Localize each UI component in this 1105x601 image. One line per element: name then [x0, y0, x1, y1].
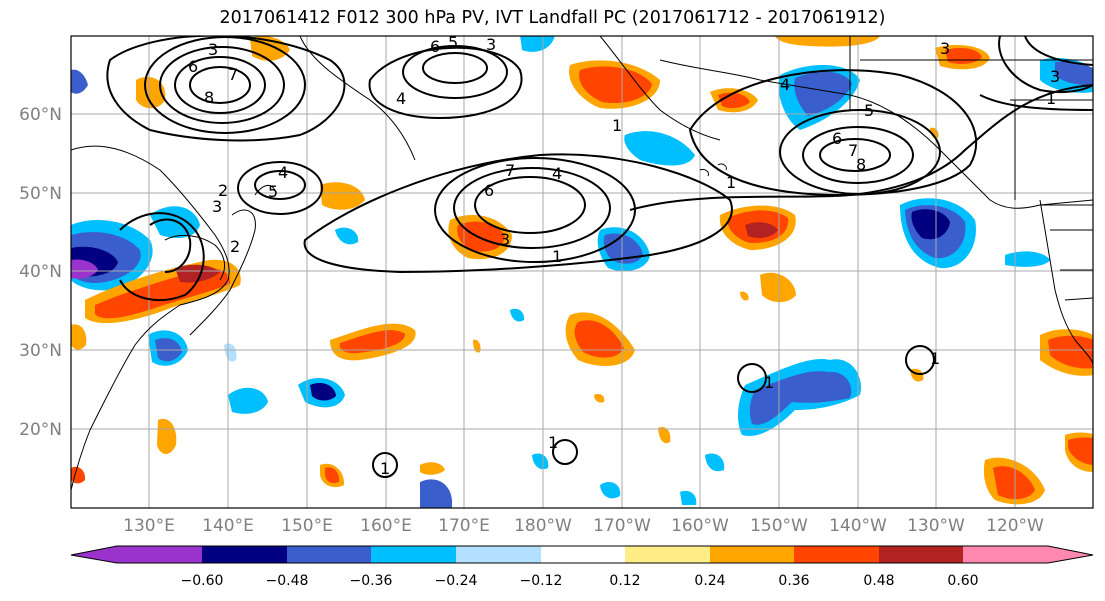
contour-label: 1 [930, 349, 940, 368]
colorbar-swatch [963, 546, 1048, 563]
colorbar-swatch [541, 546, 626, 563]
contour-label: 3 [208, 40, 218, 59]
contour-label: 7 [505, 161, 515, 180]
contour-label: 1 [612, 116, 622, 135]
colorbar-swatch [371, 546, 456, 563]
contour-label: 2 [218, 181, 228, 200]
contour-label: 7 [848, 141, 858, 160]
contour-label: 2 [230, 237, 240, 256]
contour-label: 4 [780, 75, 790, 94]
colorbar-swatch [625, 546, 710, 563]
colorbar-swatch [202, 546, 287, 563]
colorbar-tick-label: 0.36 [778, 573, 809, 589]
latitude-labels: 60°N 50°N 40°N 30°N 20°N [19, 105, 62, 440]
colorbar-outline [70, 545, 1094, 564]
map-content: 3 6 8 7 6 5 3 4 5 4 3 6 7 2 1 4 3 1 4 5 … [71, 33, 1093, 508]
contour-label: 5 [268, 182, 278, 201]
map-title: 2017061412 F012 300 hPa PV, IVT Landfall… [219, 8, 886, 28]
lon-label: 120°W [986, 516, 1044, 536]
colorbar-tick-label: −0.48 [266, 573, 309, 589]
contour-label: 6 [832, 129, 842, 148]
contour-label: 1 [548, 433, 558, 452]
lon-label: 170°W [593, 516, 651, 536]
contour-label: 8 [204, 88, 214, 107]
lat-label: 50°N [19, 184, 62, 204]
colorbar-tick-label: −0.36 [350, 573, 393, 589]
contour-label: 3 [212, 197, 222, 216]
contour-label: 5 [864, 101, 874, 120]
colorbar-ticks: −0.60 −0.48 −0.36 −0.24 −0.12 0.12 0.24 … [181, 573, 979, 589]
lat-label: 40°N [19, 262, 62, 282]
colorbar-swatch [117, 546, 202, 563]
longitude-labels: 130°E 140°E 150°E 160°E 170°E 180°W 170°… [123, 516, 1044, 536]
contour-label: 4 [552, 164, 562, 183]
lat-label: 60°N [19, 105, 62, 125]
lon-label: 130°W [907, 516, 965, 536]
contour-label: 3 [940, 39, 950, 58]
colorbar-swatch [710, 546, 795, 563]
lon-label: 180°W [514, 516, 572, 536]
colorbar-tick-label: 0.12 [609, 573, 640, 589]
contour-label: 1 [726, 173, 736, 192]
lon-label: 140°E [202, 516, 254, 536]
contour-label: 4 [396, 89, 406, 108]
contour-label: 1 [380, 459, 390, 478]
contour-label: 7 [228, 65, 238, 84]
contour-labels: 3 6 8 7 6 5 3 4 5 4 3 6 7 2 1 4 3 1 4 5 … [188, 33, 1060, 478]
colorbar-tick-label: −0.12 [520, 573, 563, 589]
contour-label: 3 [500, 230, 510, 249]
lon-label: 170°E [438, 516, 490, 536]
graticule [71, 36, 1093, 508]
contour-label: 4 [278, 163, 288, 182]
colorbar-swatch [794, 546, 879, 563]
lon-label: 150°W [750, 516, 808, 536]
contour-label: 3 [1050, 67, 1060, 86]
colorbar-swatch [456, 546, 541, 563]
map-frame [70, 35, 1094, 509]
coastlines [71, 36, 1093, 491]
contour-label: 1 [1046, 89, 1056, 108]
contour-label: 6 [188, 57, 198, 76]
colorbar-tick-label: 0.60 [947, 573, 978, 589]
contour-label: 6 [484, 181, 494, 200]
colorbar: −0.60 −0.48 −0.36 −0.24 −0.12 0.12 0.24 … [70, 545, 1094, 589]
colorbar-swatch [287, 546, 372, 563]
lat-label: 20°N [19, 420, 62, 440]
positive-anomaly-regions [71, 36, 1093, 505]
contour-label: 6 [430, 37, 440, 56]
contour-label: 8 [856, 155, 866, 174]
contour-label: 1 [764, 373, 774, 392]
colorbar-extend-min [71, 546, 117, 563]
colorbar-tick-label: 0.48 [863, 573, 894, 589]
lon-label: 160°E [360, 516, 412, 536]
lat-label: 30°N [19, 341, 62, 361]
colorbar-extend-max [1048, 546, 1093, 563]
contour-label: 3 [486, 35, 496, 54]
colorbar-swatch [879, 546, 964, 563]
colorbar-tick-label: −0.24 [435, 573, 478, 589]
pv-contours [106, 36, 1093, 478]
lon-label: 140°W [829, 516, 887, 536]
lon-label: 130°E [123, 516, 175, 536]
contour-label: 5 [448, 33, 458, 52]
colorbar-tick-label: 0.24 [694, 573, 725, 589]
colorbar-tick-label: −0.60 [181, 573, 224, 589]
contour-label: 1 [552, 247, 562, 266]
lon-label: 150°E [281, 516, 333, 536]
lon-label: 160°W [671, 516, 729, 536]
